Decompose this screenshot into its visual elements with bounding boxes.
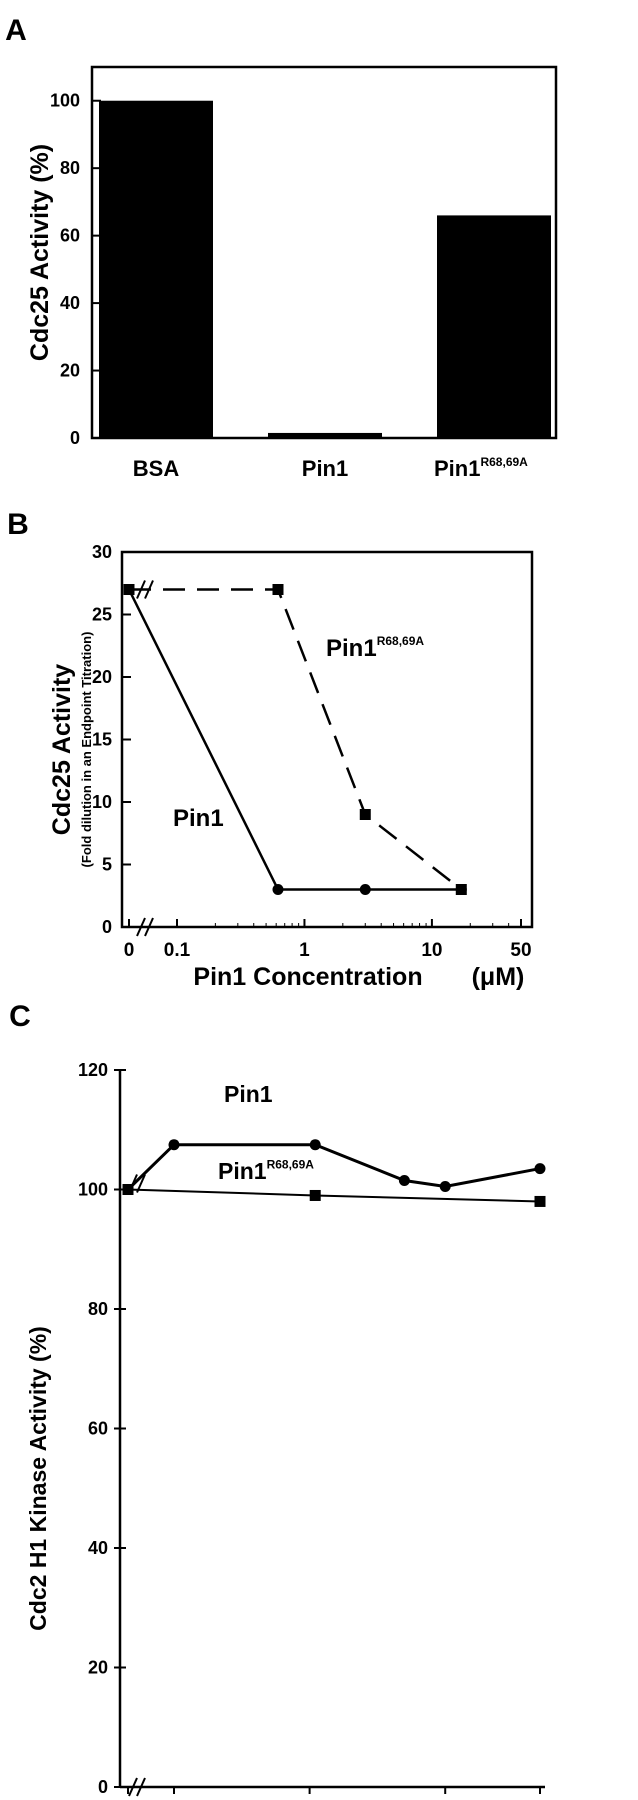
axis-break-mark [144, 917, 154, 937]
panel-c-point-circle [439, 1181, 451, 1193]
panel-b-point-square [455, 884, 467, 895]
axis-break-mark [128, 1777, 138, 1797]
panel-b-ytick-label: 20 [92, 667, 112, 687]
panel-b-xtick-label: 10 [421, 940, 442, 961]
panel-a-xtick-label: BSA [133, 456, 180, 481]
panel-c-ytick-label: 20 [88, 1658, 108, 1678]
panel-b-xlabel: Pin1 Concentration [193, 963, 422, 991]
panel-b-series-label-mutant: Pin1R68,69A [326, 634, 424, 662]
panel-c-series-line [126, 1143, 541, 1191]
panel-label-c: C [9, 1000, 31, 1033]
panel-c-ylabel: Cdc2 H1 Kinase Activity (%) [25, 1326, 51, 1631]
panel-b-xtick-label: 1 [299, 940, 310, 961]
panel-c-series-label-pin1-main: Pin1 [224, 1081, 273, 1107]
panel-b-ytick-label: 0 [102, 917, 112, 937]
panel-b-ylabel-sub: (Fold dilution in an Endpoint Titration) [79, 632, 94, 868]
panel-b-series-label-pin1: Pin1 [173, 805, 224, 832]
panel-a-bar [99, 100, 213, 439]
panel-c-ytick-label: 100 [78, 1180, 108, 1200]
panel-c-series-label-mutant-main: Pin1 [218, 1158, 267, 1184]
panel-c-point-square [122, 1184, 134, 1195]
panel-c-ytick-label: 80 [88, 1299, 108, 1319]
panel-label-b: B [7, 508, 29, 541]
panel-b-frame [120, 550, 534, 929]
panel-c-series-label-mutant: Pin1R68,69A [218, 1158, 314, 1184]
panel-c-ytick-label: 120 [78, 1060, 108, 1080]
panel-a-ytick-label: 20 [60, 361, 80, 381]
panel-b-series-line [127, 588, 462, 891]
axis-break-mark [136, 917, 146, 937]
panel-c-point-square [309, 1189, 321, 1201]
panel-a-ytick-label: 40 [60, 293, 80, 313]
panel-a-bar [437, 215, 551, 438]
panel-a-ytick-label: 60 [60, 226, 80, 246]
panel-c-series-line [127, 1188, 541, 1203]
panel-a-ylabel: Cdc25 Activity (%) [26, 144, 54, 361]
panel-b-series-label-mutant-superscript: R68,69A [377, 634, 425, 648]
panel-c-ytick-label: 40 [88, 1538, 108, 1558]
panel-c-point-circle [534, 1163, 546, 1175]
panel-c-point-circle [309, 1139, 321, 1151]
panel-c-point-square [534, 1195, 546, 1207]
panel-b-point-square [123, 584, 135, 595]
axis-break-mark [136, 1777, 146, 1797]
panel-b-point-square [272, 584, 284, 595]
panel-b-ytick-label: 10 [92, 792, 112, 812]
panel-c-series-label-pin1: Pin1 [224, 1081, 273, 1107]
panel-c-point-circle [168, 1139, 180, 1151]
panel-b-ylabel: Cdc25 Activity [48, 664, 76, 835]
panel-b-xtick-label: 0.1 [164, 940, 191, 961]
panel-b-ytick-label: 15 [92, 730, 112, 750]
panel-b-point-circle [272, 884, 284, 895]
panel-a-xtick-label-main: Pin1 [434, 456, 480, 481]
panel-b-ytick-label: 30 [92, 542, 112, 562]
panel-a-ytick-label: 100 [50, 91, 80, 111]
panel-c-point-circle [398, 1175, 410, 1187]
panel-b-point-square [359, 809, 371, 820]
panel-b-xtick-label: 0 [124, 940, 135, 961]
panel-a-ytick-label: 80 [60, 158, 80, 178]
panel-b-series-line [129, 588, 463, 891]
panel-label-a: A [5, 14, 27, 47]
panel-a-xtick-label-superscript: R68,69A [480, 455, 528, 469]
panel-b-series-label-pin1-main: Pin1 [173, 805, 224, 832]
panel-b-xlabel-unit: (μM) [472, 963, 525, 991]
panel-b-ytick-label: 5 [102, 855, 112, 875]
panel-a-ytick-label: 0 [70, 428, 80, 448]
panel-c-ytick-label: 60 [88, 1419, 108, 1439]
panel-a-xtick-label: Pin1R68,69A [434, 455, 528, 481]
panel-c-ytick-label: 0 [98, 1777, 108, 1797]
panel-c-series-label-mutant-superscript: R68,69A [267, 1158, 315, 1172]
panel-a-xtick-label: Pin1 [302, 456, 348, 481]
panel-b-xtick-label: 50 [510, 940, 531, 961]
panel-b-series-label-mutant-main: Pin1 [326, 635, 377, 662]
panel-a-bar [268, 432, 382, 438]
panel-b-point-circle [359, 884, 371, 895]
panel-b-ytick-label: 25 [92, 605, 112, 625]
